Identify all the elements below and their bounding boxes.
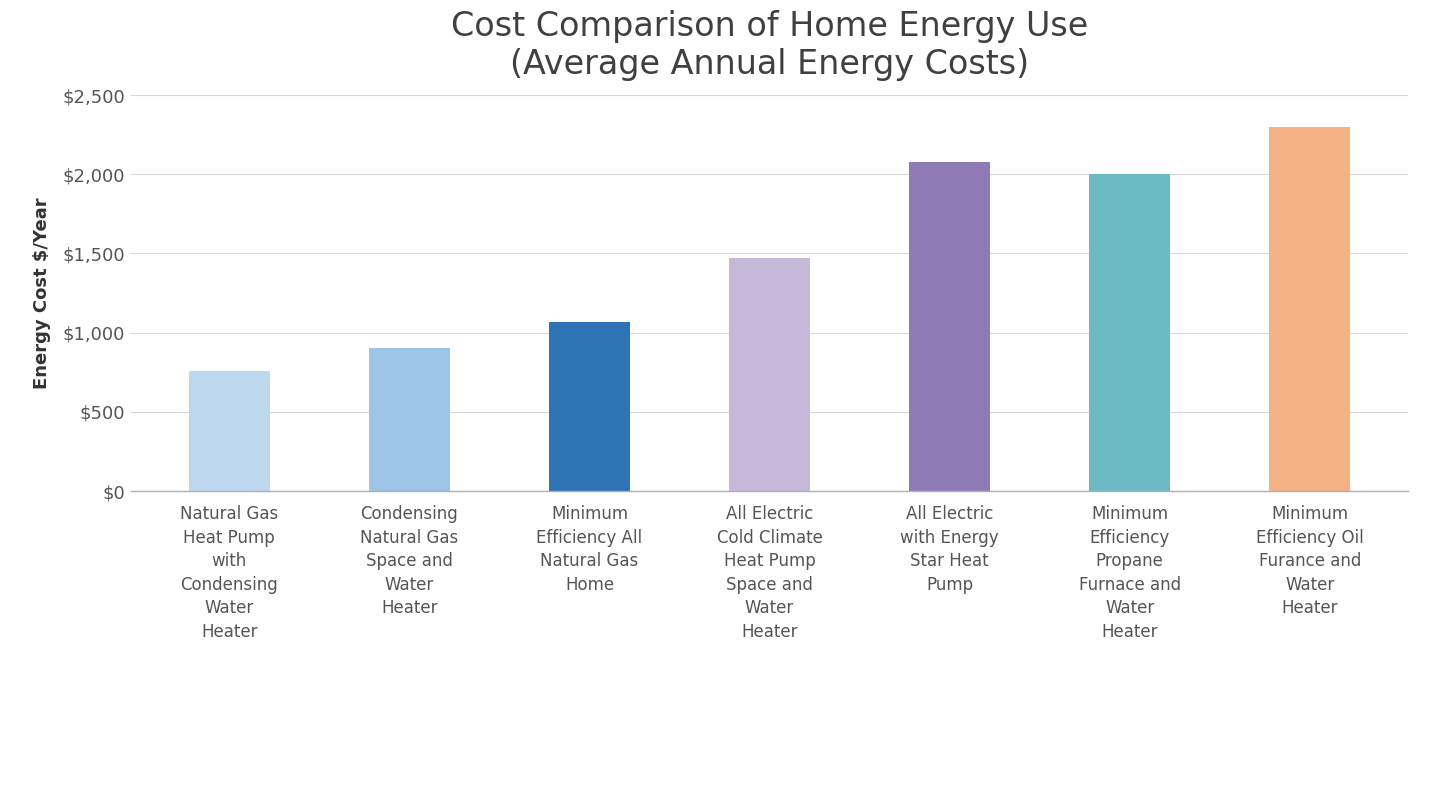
Bar [369,348,450,491]
Bar [189,371,270,491]
Bar [1269,127,1350,491]
Y-axis label: Energy Cost $/Year: Energy Cost $/Year [33,197,51,389]
Title: Cost Comparison of Home Energy Use
(Average Annual Energy Costs): Cost Comparison of Home Energy Use (Aver… [452,10,1088,82]
Bar [549,322,630,491]
Bar [909,162,990,491]
Bar [1089,174,1170,491]
Bar [729,258,810,491]
